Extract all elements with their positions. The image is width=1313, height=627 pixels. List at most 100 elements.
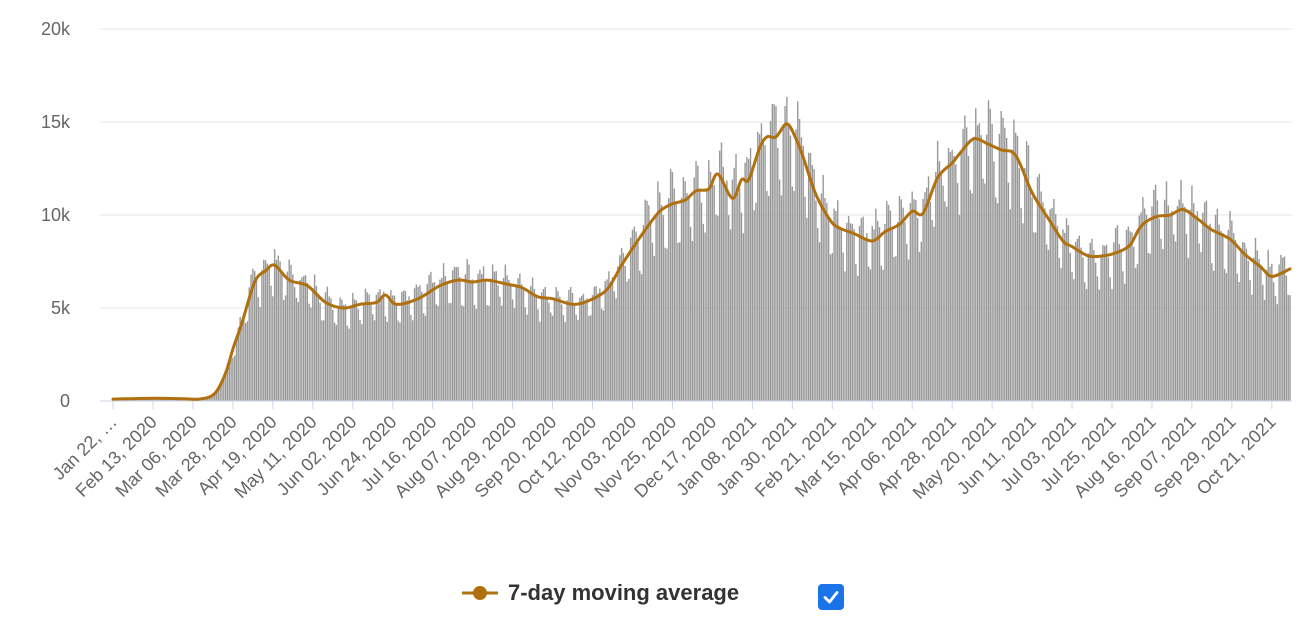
bar xyxy=(593,286,596,401)
bar xyxy=(377,292,379,401)
bar xyxy=(602,310,605,401)
bar xyxy=(608,271,610,401)
bar xyxy=(1031,197,1033,401)
y-tick-label: 10k xyxy=(41,205,71,225)
bar xyxy=(738,188,741,401)
bar xyxy=(642,225,645,401)
bar xyxy=(273,249,276,401)
bar xyxy=(586,298,588,401)
bar xyxy=(293,287,296,401)
bar xyxy=(1149,253,1151,401)
bar xyxy=(375,294,378,401)
bar xyxy=(395,304,398,401)
bar xyxy=(330,298,332,401)
bar xyxy=(809,152,812,401)
bar xyxy=(1131,232,1133,401)
bar xyxy=(143,398,145,401)
bar xyxy=(431,282,434,401)
bar xyxy=(241,321,243,401)
bar xyxy=(768,195,770,401)
bar xyxy=(553,299,556,401)
bar xyxy=(675,201,677,401)
bar xyxy=(995,197,997,401)
bar xyxy=(504,264,507,401)
bar xyxy=(713,185,715,401)
bar xyxy=(237,327,240,401)
show-average-checkbox[interactable] xyxy=(818,584,844,610)
bar xyxy=(969,190,972,401)
bar xyxy=(259,307,261,401)
bar xyxy=(887,204,890,401)
bar xyxy=(341,299,343,401)
bar xyxy=(965,127,968,401)
bar xyxy=(433,282,436,401)
bar xyxy=(484,280,487,401)
bar xyxy=(589,315,592,401)
bar xyxy=(695,161,697,401)
bar xyxy=(1178,199,1180,401)
legend-item-moving-average[interactable]: 7-day moving average xyxy=(462,578,739,608)
bar xyxy=(515,285,517,401)
bar xyxy=(1156,200,1159,401)
bar xyxy=(813,168,815,401)
bar xyxy=(370,304,372,401)
bar xyxy=(864,238,866,401)
bar xyxy=(700,202,703,401)
bar xyxy=(1142,197,1144,401)
bar xyxy=(933,226,935,401)
bar xyxy=(758,134,761,402)
bar xyxy=(1029,189,1031,401)
bar xyxy=(1265,269,1268,401)
bar xyxy=(335,324,338,401)
bar xyxy=(339,297,341,401)
bar xyxy=(1124,283,1126,401)
bar xyxy=(1002,117,1004,401)
bar xyxy=(947,147,950,401)
bar xyxy=(244,323,247,401)
bar xyxy=(907,259,910,401)
bar xyxy=(998,133,1001,401)
bar xyxy=(708,160,710,401)
bar xyxy=(1163,199,1166,401)
bar xyxy=(942,185,944,401)
bar xyxy=(929,201,932,401)
bar xyxy=(982,178,984,401)
bar xyxy=(679,242,681,401)
bar xyxy=(677,243,679,401)
checkmark-icon xyxy=(823,591,839,604)
bar xyxy=(659,192,661,401)
bar xyxy=(831,253,833,401)
bar xyxy=(537,309,539,401)
bar xyxy=(382,291,385,401)
bar xyxy=(495,271,497,401)
bar xyxy=(1018,168,1021,401)
bar xyxy=(844,271,846,401)
bar xyxy=(1185,234,1188,401)
bar xyxy=(455,267,457,401)
bar xyxy=(833,208,835,401)
bar xyxy=(1160,238,1162,401)
bar xyxy=(462,306,465,401)
bar xyxy=(691,240,694,401)
bar xyxy=(595,286,597,401)
bar xyxy=(1005,138,1008,401)
bar xyxy=(1247,260,1249,401)
bar xyxy=(1182,203,1184,401)
bar xyxy=(1065,218,1068,401)
bar xyxy=(279,261,281,401)
bar xyxy=(297,302,299,401)
bar xyxy=(946,206,948,401)
bar xyxy=(811,165,814,401)
bar xyxy=(348,328,350,401)
bar xyxy=(1049,209,1051,401)
bar xyxy=(1116,225,1119,401)
bar xyxy=(1151,206,1153,401)
moving-average-line[interactable] xyxy=(111,122,1292,401)
bar xyxy=(448,303,450,401)
bar xyxy=(315,285,318,401)
bar xyxy=(1085,289,1088,401)
bar xyxy=(272,296,274,401)
bar xyxy=(528,291,530,401)
bar xyxy=(1202,212,1204,401)
